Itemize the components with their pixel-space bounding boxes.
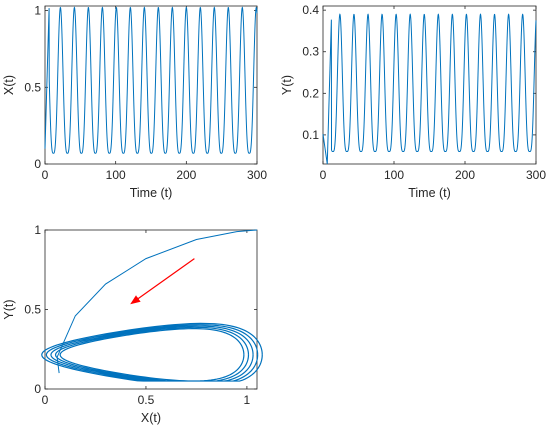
x-tick-label: 1 [244, 393, 251, 407]
y-tick-label: 0 [34, 157, 41, 171]
x-time-plot-frame [44, 5, 258, 165]
y-time-series-line [322, 13, 537, 165]
x-tick-label: 0.5 [138, 393, 155, 407]
x-tick-label: 0 [320, 168, 327, 182]
x-tick-label: 300 [247, 168, 267, 182]
phase-limit-cycle-line [41, 322, 263, 382]
y-tick-label: 0.3 [302, 45, 319, 59]
y-tick-label: 0.1 [302, 128, 319, 142]
x-tick-label: 100 [106, 168, 126, 182]
x-tick-label: 0 [42, 393, 49, 407]
x-tick-label: 200 [176, 168, 196, 182]
y-time-plot: 0 100 200 300 0.1 0.2 0.3 0.4 Time (t) Y(t) [280, 3, 546, 200]
y-time-xlabel: Time (t) [408, 186, 451, 200]
x-time-xlabel: Time (t) [130, 186, 173, 200]
x-time-ylabel: X(t) [2, 75, 16, 95]
phase-portrait-plot: 0 0.5 1 0 0.5 1 X(t) Y(t) [2, 223, 263, 425]
x-time-plot: 0 100 200 300 0 0.5 1 Time (t) X(t) [2, 4, 267, 200]
x-time-series-line [44, 6, 258, 154]
y-tick-label: 0.2 [302, 86, 319, 100]
y-tick-label: 0 [34, 382, 41, 396]
x-tick-label: 0 [42, 168, 49, 182]
y-tick-label: 0.5 [24, 303, 41, 317]
direction-arrow [130, 258, 195, 305]
x-tick-label: 200 [455, 168, 475, 182]
y-tick-label: 1 [34, 4, 41, 18]
y-tick-label: 1 [34, 223, 41, 237]
y-tick-label: 0.5 [24, 80, 41, 94]
x-tick-label: 100 [384, 168, 404, 182]
phase-xlabel: X(t) [141, 411, 161, 425]
y-tick-label: 0.4 [302, 3, 319, 17]
phase-ylabel: Y(t) [2, 299, 16, 319]
x-tick-label: 300 [526, 168, 546, 182]
y-time-ylabel: Y(t) [280, 75, 294, 95]
